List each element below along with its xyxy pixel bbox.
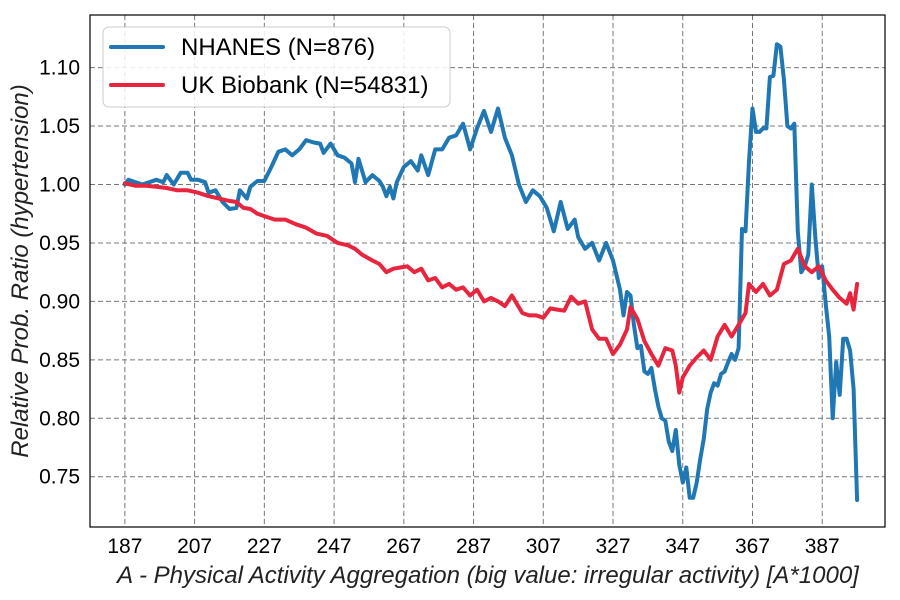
y-tick-label: 1.05 — [39, 115, 80, 138]
x-tick-label: 287 — [456, 535, 491, 558]
series-line-ukbiobank — [122, 181, 860, 395]
plot-lines — [122, 42, 860, 503]
x-tick-label: 327 — [596, 535, 631, 558]
y-axis-title: Relative Prob. Ratio (hypertension) — [7, 84, 34, 458]
legend-label-ukbiobank: UK Biobank (N=54831) — [181, 72, 428, 99]
y-tick-label: 0.95 — [39, 232, 80, 255]
y-tick-label: 0.80 — [39, 407, 80, 430]
legend-box — [102, 26, 451, 108]
series-line-nhanes — [122, 42, 860, 503]
x-tick-label: 227 — [247, 535, 282, 558]
legend: NHANES (N=876) UK Biobank (N=54831) — [102, 26, 451, 108]
x-tick-label: 387 — [805, 535, 840, 558]
x-tick-label: 267 — [386, 535, 421, 558]
y-tick-label: 1.00 — [39, 173, 80, 196]
plot-frame — [89, 14, 886, 528]
x-tick-label: 347 — [665, 535, 700, 558]
y-axis-ticks: 0.75 0.80 0.85 0.90 0.95 1.00 1.05 1.10 — [39, 57, 80, 489]
y-tick-label: 1.10 — [39, 57, 80, 80]
y-tick-label: 0.90 — [39, 290, 80, 313]
x-tick-label: 187 — [107, 535, 142, 558]
x-axis-ticks: 187 207 227 247 267 287 307 327 347 367 387 — [107, 535, 839, 558]
legend-label-nhanes: NHANES (N=876) — [181, 34, 375, 61]
x-tick-label: 207 — [177, 535, 212, 558]
y-tick-label: 0.75 — [39, 466, 80, 489]
x-tick-label: 367 — [735, 535, 770, 558]
x-tick-label: 307 — [526, 535, 561, 558]
x-tick-label: 247 — [317, 535, 352, 558]
x-axis-title: A - Physical Activity Aggregation (big v… — [115, 562, 860, 589]
y-tick-label: 0.85 — [39, 349, 80, 372]
